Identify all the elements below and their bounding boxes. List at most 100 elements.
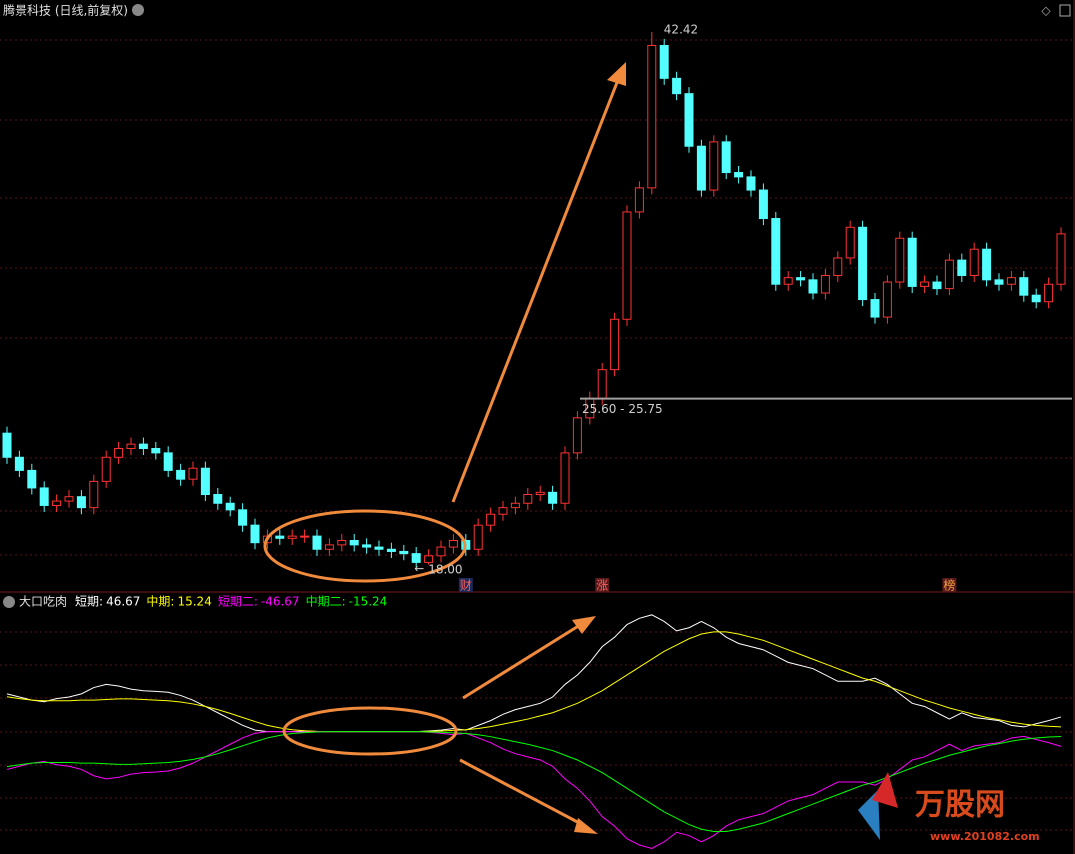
candle-body xyxy=(448,539,458,548)
indicator-dropdown-icon[interactable] xyxy=(3,596,15,608)
legend-name: 中期: xyxy=(146,594,174,609)
candle-body xyxy=(1056,233,1066,285)
candle-body xyxy=(932,281,942,290)
candle-body xyxy=(808,279,818,294)
candle-body xyxy=(300,535,310,538)
candle-body xyxy=(312,535,322,550)
arrow-head xyxy=(572,616,596,634)
watermark: 万股网 www.201082.com xyxy=(858,772,1040,843)
candle-body xyxy=(944,259,954,290)
arrows xyxy=(263,62,626,834)
candle-body xyxy=(362,544,372,548)
event-label: 财 xyxy=(460,579,472,593)
diamond-icon[interactable]: ◇ xyxy=(1041,4,1051,18)
arrow-head xyxy=(574,818,598,834)
event-marker xyxy=(942,578,957,592)
indicator-line xyxy=(6,631,1062,733)
event-marker xyxy=(595,578,610,592)
candle-body xyxy=(287,535,297,539)
candle-body xyxy=(771,218,781,285)
candle-body xyxy=(27,469,37,489)
candle-body xyxy=(238,509,248,526)
event-label: 榜 xyxy=(943,578,955,593)
candle-body xyxy=(1044,283,1054,303)
candle-body xyxy=(1031,294,1041,303)
candle-body xyxy=(399,550,409,555)
candle-body xyxy=(213,494,223,504)
candle-body xyxy=(684,93,694,147)
legend-value: -15.24 xyxy=(349,595,388,609)
indicator-line xyxy=(6,614,1062,733)
arrow-line xyxy=(451,79,620,503)
highlight-ellipse xyxy=(282,706,458,756)
candle-body xyxy=(324,544,334,550)
candle-body xyxy=(560,452,570,504)
legend-name: 短期二: xyxy=(218,595,258,609)
indicator-title: 大口吃肉 xyxy=(19,595,67,609)
chart-title: 腾景科技 (日线,前复权) xyxy=(3,3,128,18)
candle-body xyxy=(424,555,434,563)
candle-body xyxy=(498,507,508,515)
candle-body xyxy=(858,226,868,301)
candle-body xyxy=(138,443,148,450)
candle-body xyxy=(659,44,669,79)
candle-body xyxy=(200,467,210,496)
candle-body xyxy=(833,257,843,276)
candle-body xyxy=(572,417,582,454)
candle-body xyxy=(1019,277,1029,296)
candle-body xyxy=(2,432,12,458)
legend-value: 46.67 xyxy=(106,595,140,609)
dropdown-icon[interactable] xyxy=(132,4,144,16)
candle-body xyxy=(374,546,384,550)
candle-body xyxy=(523,494,533,504)
candle-body xyxy=(969,248,979,276)
candle-body xyxy=(548,491,558,504)
candle-body xyxy=(52,500,62,506)
candle-body xyxy=(436,546,446,557)
candle-body xyxy=(994,279,1004,285)
candle-body xyxy=(796,277,806,281)
candle-body xyxy=(76,496,86,509)
candle-body xyxy=(386,548,396,552)
candle-body xyxy=(758,189,768,220)
candle-body xyxy=(647,44,657,189)
candle-body xyxy=(337,539,347,546)
candle-body xyxy=(610,318,620,371)
candle-body xyxy=(275,535,285,539)
candle-body xyxy=(411,553,421,563)
candle-body xyxy=(176,469,186,480)
candle-body xyxy=(535,491,545,496)
candles xyxy=(2,31,1066,567)
candle-body xyxy=(783,277,793,285)
watermark-url: www.201082.com xyxy=(930,830,1040,843)
candle-body xyxy=(870,299,880,318)
highlight-ellipse xyxy=(263,509,467,583)
candle-body xyxy=(39,487,49,506)
candle-body xyxy=(14,456,24,471)
candle-body xyxy=(101,456,111,482)
candle-body xyxy=(820,274,830,294)
range-label: 25.60 - 25.75 xyxy=(582,402,663,416)
candle-body xyxy=(250,524,260,544)
candle-body xyxy=(672,77,682,95)
candle-body xyxy=(510,502,520,509)
window-icon[interactable] xyxy=(1059,4,1071,17)
candle-body xyxy=(982,248,992,281)
event-label: 涨 xyxy=(596,578,608,593)
arrow-line xyxy=(459,758,586,828)
candle-body xyxy=(225,502,235,511)
candle-body xyxy=(151,448,161,454)
low-label: 18.00 xyxy=(428,562,462,576)
candle-body xyxy=(721,141,731,174)
candle-body xyxy=(895,237,905,283)
candle-body xyxy=(696,145,706,191)
candle-body xyxy=(709,141,719,191)
candle-body xyxy=(634,187,644,213)
candle-body xyxy=(114,448,124,458)
logo-shape xyxy=(872,772,898,808)
candle-body xyxy=(349,539,359,546)
candle-body xyxy=(473,524,483,550)
legend-name: 短期: xyxy=(75,595,103,609)
